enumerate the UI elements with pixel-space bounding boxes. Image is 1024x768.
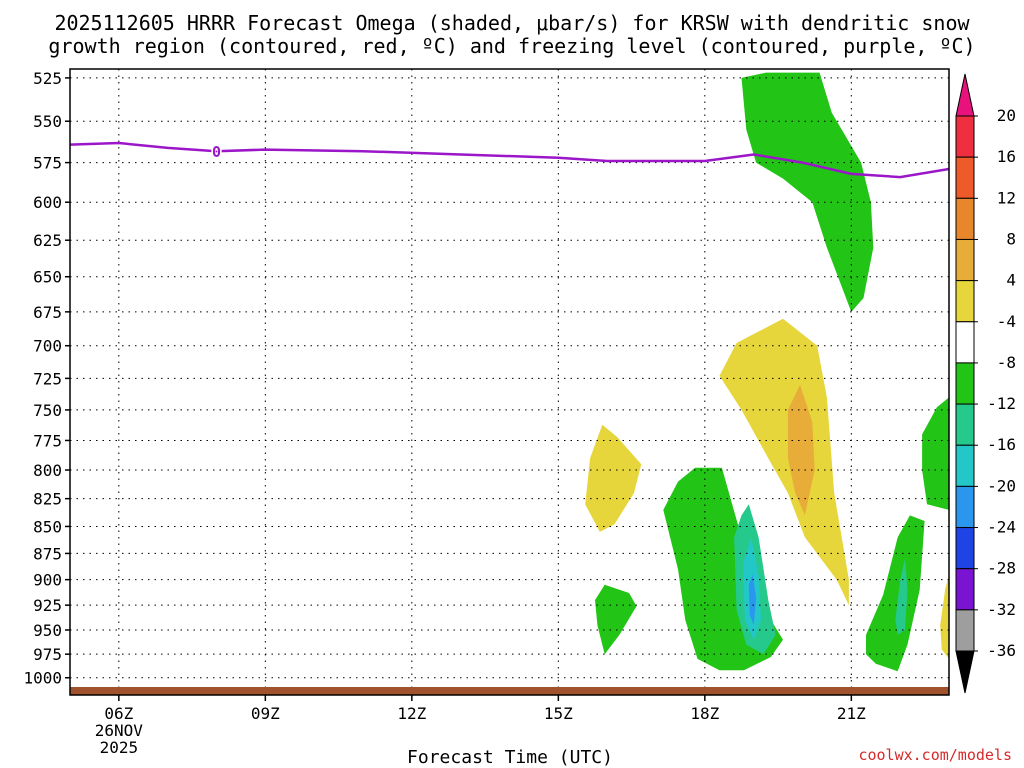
colorbar-swatch-12 (955, 568, 975, 611)
chart-title: 2025112605 HRRR Forecast Omega (shaded, … (48, 11, 975, 58)
y-tick-label-600: 600 (33, 193, 62, 212)
y-tick-label-775: 775 (33, 431, 62, 450)
colorbar: 20 16 12 8 4 -4 -8 -12 -16 -20 -24 -28 -32 -36 (955, 73, 1016, 694)
colorbar-swatch-9 (955, 444, 975, 487)
colorbar-swatch-3 (955, 197, 975, 240)
x-tick-label-06Z: 06Z (104, 704, 133, 723)
colorbar-label-8: -12 (987, 394, 1016, 413)
y-tick-label-625: 625 (33, 231, 62, 250)
y-axis: 525 550 575 600 625 650 675 700 725 750 775 800 825 8… (23, 69, 70, 688)
colorbar-swatch-8 (955, 403, 975, 446)
y-tick-label-750: 750 (33, 401, 62, 420)
omega-region-12 (922, 397, 949, 510)
x-tick-label-09Z: 09Z (251, 704, 280, 723)
y-tick-label-800: 800 (33, 461, 62, 480)
colorbar-label-10: -20 (987, 476, 1016, 495)
y-tick-label-975: 975 (33, 645, 62, 664)
colorbar-swatch-2 (955, 156, 975, 199)
x-tick-label-18Z: 18Z (690, 704, 719, 723)
y-tick-label-850: 850 (33, 517, 62, 536)
omega-region-4 (585, 424, 642, 532)
omega-region-13 (940, 574, 949, 659)
colorbar-swatch-4 (955, 238, 975, 282)
colorbar-label-5: 4 (1006, 271, 1016, 290)
y-tick-label-1000: 1000 (23, 669, 62, 688)
colorbar-swatch-1 (955, 115, 975, 158)
y-tick-label-675: 675 (33, 303, 62, 322)
title-line-2: growth region (contoured, red, ºC) and f… (48, 34, 975, 58)
plot-frame (69, 68, 950, 696)
x-axis-label: Forecast Time (UTC) (407, 747, 613, 768)
colorbar-label-3: 12 (997, 188, 1016, 207)
omega-region-8 (748, 574, 757, 626)
colorbar-label-13: -32 (987, 600, 1016, 619)
x-tick-label-21Z: 21Z (837, 704, 866, 723)
x-tick-date-1: 26NOV (95, 721, 144, 740)
colorbar-label-1: 20 (997, 106, 1016, 125)
x-tick-label-12Z: 12Z (397, 704, 426, 723)
colorbar-label-7: -8 (997, 353, 1016, 372)
title-line-1: 2025112605 HRRR Forecast Omega (shaded, … (54, 11, 970, 35)
chart-grid (70, 69, 949, 687)
colorbar-swatch-6 (955, 321, 975, 364)
colorbar-swatch-5 (955, 280, 975, 323)
y-tick-label-700: 700 (33, 337, 62, 356)
omega-region-9 (595, 584, 637, 655)
colorbar-label-14: -36 (987, 641, 1016, 660)
freezing-level-label: 0 (212, 143, 221, 161)
omega-region-2 (719, 318, 849, 606)
y-tick-label-550: 550 (33, 112, 62, 131)
freezing-level-layer: 0 (70, 141, 949, 179)
omega-shading (585, 72, 949, 672)
y-tick-label-650: 650 (33, 268, 62, 287)
y-tick-label-575: 575 (33, 154, 62, 173)
colorbar-bottom-arrow (955, 650, 975, 694)
colorbar-label-4: 8 (1006, 229, 1016, 248)
y-tick-label-825: 825 (33, 490, 62, 509)
freezing-level-line (70, 141, 949, 179)
x-tick-date-2: 2025 (100, 738, 139, 757)
y-tick-label-900: 900 (33, 571, 62, 590)
colorbar-label-6: -4 (997, 312, 1016, 331)
colorbar-swatch-10 (955, 485, 975, 529)
x-tick-label-15Z: 15Z (544, 704, 573, 723)
colorbar-label-2: 16 (997, 147, 1016, 166)
omega-region-11 (895, 558, 908, 635)
colorbar-label-12: -28 (987, 559, 1016, 578)
ground-strip (70, 687, 949, 695)
colorbar-swatch-13 (955, 609, 975, 652)
omega-region-1 (741, 72, 874, 312)
plot-area: 0 (69, 68, 950, 696)
colorbar-label-11: -24 (987, 518, 1016, 537)
y-tick-label-925: 925 (33, 596, 62, 615)
omega-region-10 (866, 515, 925, 672)
y-tick-label-875: 875 (33, 544, 62, 563)
colorbar-swatch-11 (955, 527, 975, 570)
credit-link[interactable]: coolwx.com/models (858, 746, 1012, 764)
y-tick-label-725: 725 (33, 369, 62, 388)
omega-region-3 (787, 384, 815, 516)
colorbar-label-9: -16 (987, 435, 1016, 454)
y-tick-label-525: 525 (33, 69, 62, 88)
y-tick-label-950: 950 (33, 621, 62, 640)
colorbar-swatch-7 (955, 362, 975, 405)
